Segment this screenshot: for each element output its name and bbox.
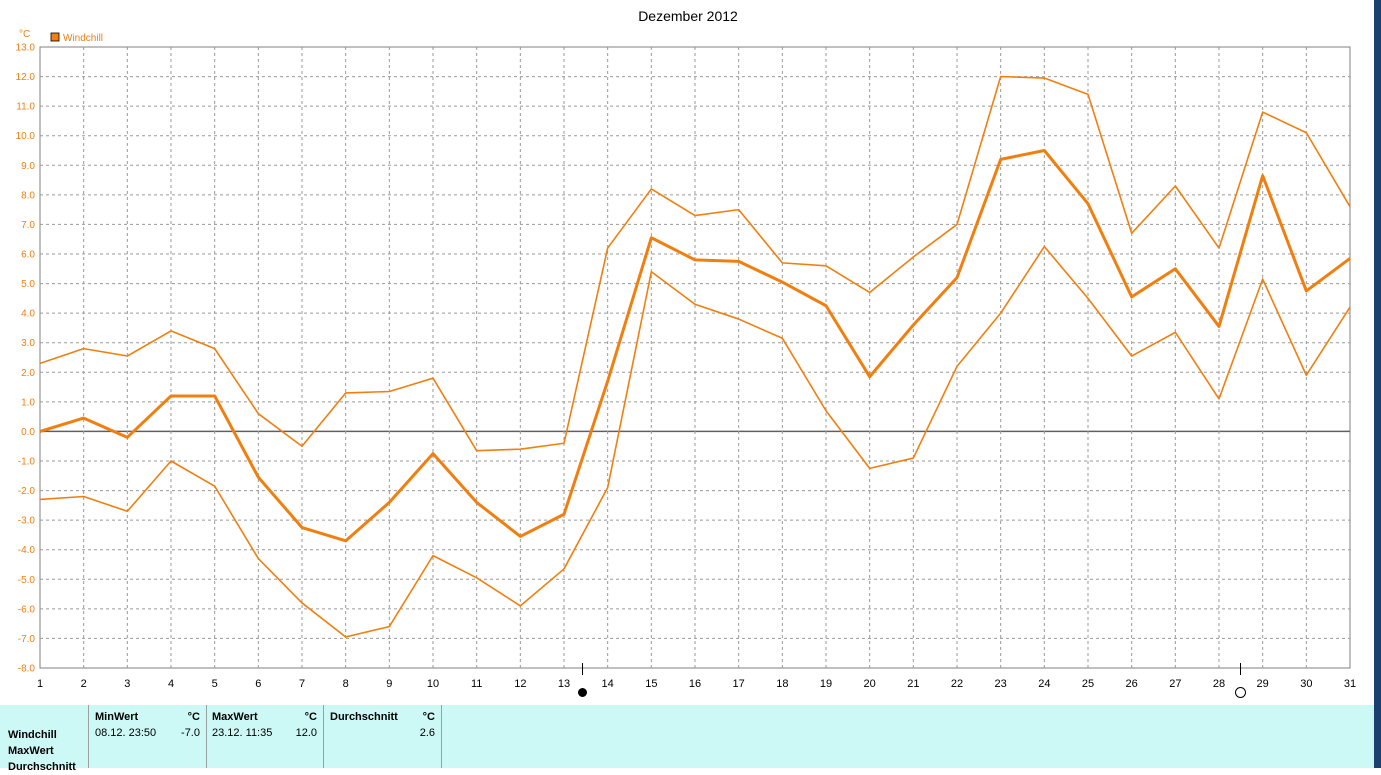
- x-tick-label: 7: [299, 678, 305, 690]
- row-label-maxwert: MaxWert: [8, 745, 54, 757]
- y-tick-label: 13.0: [16, 43, 36, 54]
- series-lines: [39, 75, 1351, 638]
- x-tick-label: 13: [558, 678, 570, 690]
- x-tick-label: 31: [1344, 678, 1356, 690]
- y-tick-label: -3.0: [18, 516, 36, 527]
- stat-avg-header: Durchschnitt: [330, 711, 398, 723]
- x-tick-label: 16: [689, 678, 701, 690]
- y-tick-label: -8.0: [18, 664, 36, 675]
- y-unit-label: °C: [19, 29, 30, 40]
- full-moon-icon: [1235, 687, 1246, 698]
- stat-avg: Durchschnitt °C 2.6: [324, 705, 442, 768]
- row-label-durchschnitt: Durchschnitt: [8, 761, 76, 773]
- grid: [40, 47, 1350, 668]
- y-tick-label: 5.0: [21, 279, 35, 290]
- y-tick-label: -6.0: [18, 604, 36, 615]
- y-axis-ticks: -8.0 -7.0 -6.0 -5.0 -4.0 -3.0 -2.0 -1.0 0.0 1.0 2.…: [16, 43, 36, 675]
- window-edge: [1374, 0, 1381, 768]
- full-moon-tick: [1240, 663, 1241, 675]
- stat-min-header: MinWert: [95, 711, 139, 723]
- x-tick-label: 23: [995, 678, 1007, 690]
- y-tick-label: 2.0: [21, 368, 35, 379]
- y-tick-label: 3.0: [21, 338, 35, 349]
- new-moon-tick: [582, 663, 583, 675]
- y-tick-label: -4.0: [18, 545, 36, 556]
- x-tick-label: 27: [1169, 678, 1181, 690]
- x-tick-label: 15: [645, 678, 657, 690]
- legend-swatch: [50, 32, 60, 42]
- x-tick-label: 21: [907, 678, 919, 690]
- series-line-min: [39, 245, 1351, 638]
- x-tick-label: 20: [864, 678, 876, 690]
- x-tick-label: 19: [820, 678, 832, 690]
- series-line-max: [39, 75, 1351, 452]
- y-tick-label: -7.0: [18, 634, 36, 645]
- y-tick-label: 4.0: [21, 309, 35, 320]
- y-tick-label: 8.0: [21, 190, 35, 201]
- stat-max: MaxWert °C 23.12. 11:35 12.0: [206, 705, 324, 768]
- x-tick-label: 4: [168, 678, 174, 690]
- x-tick-label: 6: [255, 678, 261, 690]
- x-tick-label: 11: [471, 678, 482, 690]
- stats-panel: Windchill MaxWert Durchschnitt MinWert °…: [0, 705, 1374, 773]
- y-tick-label: -5.0: [18, 575, 36, 586]
- x-tick-label: 28: [1213, 678, 1225, 690]
- x-tick-label: 26: [1126, 678, 1138, 690]
- y-tick-label: 12.0: [16, 72, 36, 83]
- stat-min-value: -7.0: [181, 727, 200, 739]
- x-tick-label: 3: [124, 678, 130, 690]
- x-tick-label: 25: [1082, 678, 1094, 690]
- x-tick-label: 5: [212, 678, 218, 690]
- x-tick-label: 9: [386, 678, 392, 690]
- stat-min-date: 08.12. 23:50: [95, 727, 157, 739]
- y-tick-label: -2.0: [18, 486, 36, 497]
- stat-max-header: MaxWert: [212, 711, 258, 723]
- x-tick-label: 18: [776, 678, 788, 690]
- x-tick-label: 8: [343, 678, 349, 690]
- y-tick-label: -1.0: [18, 457, 36, 468]
- y-tick-label: 1.0: [21, 397, 35, 408]
- x-tick-label: 29: [1257, 678, 1269, 690]
- stat-min-unit: °C: [187, 711, 200, 723]
- stat-max-unit: °C: [304, 711, 317, 723]
- y-tick-label: 7.0: [21, 220, 35, 231]
- x-tick-label: 2: [81, 678, 87, 690]
- y-tick-label: 0.0: [21, 427, 35, 438]
- y-tick-label: 6.0: [21, 250, 35, 261]
- legend-label-windchill: Windchill: [63, 33, 103, 44]
- new-moon-icon: [578, 688, 587, 697]
- x-tick-label: 30: [1300, 678, 1312, 690]
- x-tick-label: 14: [602, 678, 614, 690]
- x-tick-label: 1: [37, 678, 43, 690]
- x-tick-label: 12: [514, 678, 526, 690]
- stat-max-date: 23.12. 11:35: [212, 727, 273, 739]
- stat-min: MinWert °C 08.12. 23:50 -7.0: [88, 705, 207, 768]
- x-tick-label: 24: [1038, 678, 1050, 690]
- y-tick-label: 10.0: [16, 131, 36, 142]
- plot-area: [39, 46, 1351, 669]
- x-tick-label: 10: [427, 678, 439, 690]
- stat-avg-value: 2.6: [419, 727, 435, 739]
- series-line-avg: [39, 149, 1351, 543]
- x-axis-ticks: 1 2 3 4 5 6 7 8 9 10 11 12 13 14 15 16 17 18 19 20 21 22 23 24 2…: [37, 678, 1356, 690]
- y-tick-label: 9.0: [21, 161, 35, 172]
- chart-svg: -8.0 -7.0 -6.0 -5.0 -4.0 -3.0 -2.0 -1.0 0.0 1.0 2.…: [16, 8, 1357, 690]
- row-label-windchill: Windchill: [8, 729, 57, 741]
- y-tick-label: 11.0: [16, 102, 35, 113]
- x-tick-label: 22: [951, 678, 963, 690]
- stat-avg-unit: °C: [422, 711, 435, 723]
- stat-max-value: 12.0: [295, 727, 317, 739]
- chart-title: Dezember 2012: [638, 8, 738, 24]
- x-tick-label: 17: [733, 678, 745, 690]
